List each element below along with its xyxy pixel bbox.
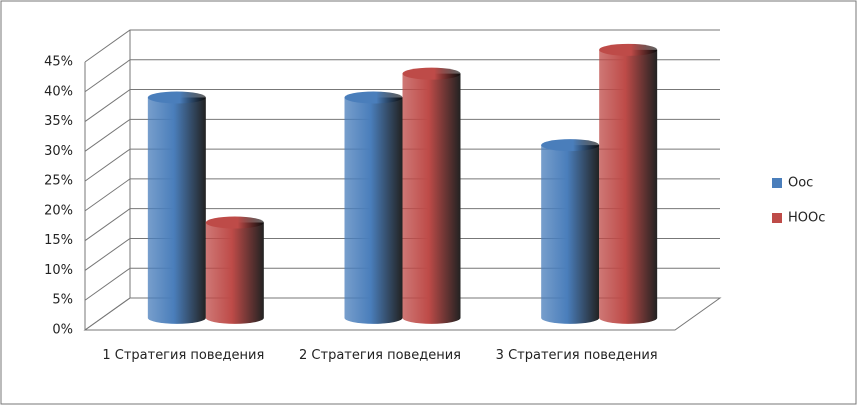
x-tick-label: 1 Стратегия поведения xyxy=(102,348,265,363)
y-tick-label: 40% xyxy=(44,84,73,99)
bar-cap xyxy=(541,139,600,152)
y-tick-label: 20% xyxy=(44,203,73,218)
bar-cap xyxy=(344,91,403,104)
y-tick-label: 15% xyxy=(44,233,73,248)
legend-label: Оос xyxy=(788,176,813,191)
y-tick-label: 25% xyxy=(44,174,73,189)
bar xyxy=(147,91,206,324)
bar-cap xyxy=(205,216,264,229)
bar xyxy=(344,91,403,324)
y-tick-label: 5% xyxy=(52,293,73,308)
bar-body xyxy=(147,97,206,324)
bar-body xyxy=(541,145,600,324)
bar xyxy=(599,43,658,324)
y-tick-label: 35% xyxy=(44,114,73,129)
bar-cap xyxy=(402,67,461,80)
bar-cap xyxy=(599,43,658,56)
bar-cap xyxy=(147,91,206,104)
bar-body xyxy=(205,222,264,324)
bar xyxy=(205,216,264,324)
legend-swatch xyxy=(772,178,782,188)
x-tick-label: 2 Стратегия поведения xyxy=(299,348,461,363)
y-tick-label: 0% xyxy=(52,323,73,338)
bar xyxy=(402,67,461,324)
bar-body xyxy=(599,49,658,324)
y-tick-label: 30% xyxy=(44,144,73,159)
y-tick-label: 45% xyxy=(44,55,73,70)
legend-swatch xyxy=(772,213,782,223)
x-tick-label: 3 Стратегия поведения xyxy=(495,348,658,363)
legend-label: НООс xyxy=(788,211,825,226)
bar-body xyxy=(402,73,461,324)
bar-body xyxy=(344,97,403,324)
y-tick-label: 10% xyxy=(44,263,73,278)
bar xyxy=(541,139,600,324)
